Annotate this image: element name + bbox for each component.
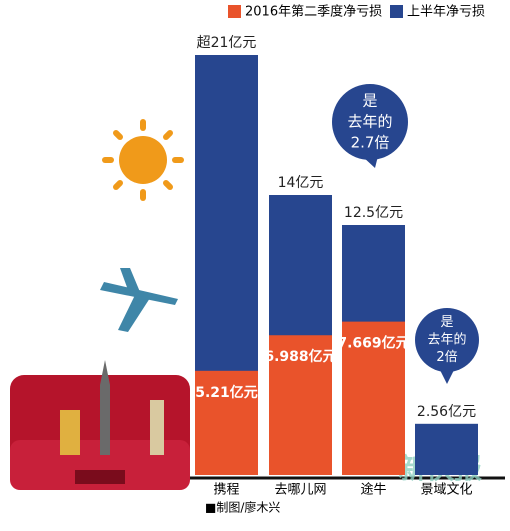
annotation: 是 xyxy=(440,315,453,330)
value-label: 14亿元 xyxy=(278,175,324,191)
bar xyxy=(195,370,258,475)
legend-label: 上半年净亏损 xyxy=(407,5,485,20)
annotation: 2倍 xyxy=(436,350,457,365)
annotation: 去年的 xyxy=(347,113,392,131)
legend-label: 2016年第二季度净亏损 xyxy=(245,4,382,20)
x-tick-label: 景域文化 xyxy=(420,483,472,498)
value-label: 6.988亿元 xyxy=(264,348,336,365)
annotation: 是 xyxy=(362,92,377,110)
bar xyxy=(342,321,405,475)
value-label: 7.669亿元 xyxy=(337,335,409,352)
annotation-bubble xyxy=(415,308,479,372)
suitcase xyxy=(10,360,190,490)
x-tick-label: 去哪儿网 xyxy=(274,483,326,498)
value-label: 5.21亿元 xyxy=(195,384,258,401)
x-tick-label: 携程 xyxy=(213,482,239,498)
sun xyxy=(102,119,184,201)
annotation-bubble xyxy=(332,84,408,160)
annotation: 去年的 xyxy=(427,332,466,348)
x-tick-label: 途牛 xyxy=(360,482,386,498)
value-label: 12.5亿元 xyxy=(344,205,403,221)
legend-swatch xyxy=(390,5,403,18)
legend-swatch xyxy=(228,5,241,18)
value-label: 2.56亿元 xyxy=(417,404,476,420)
annotation-pointer xyxy=(439,368,455,384)
annotation: 2.7倍 xyxy=(351,133,390,151)
airplane xyxy=(100,268,178,332)
bar xyxy=(415,423,478,475)
bar xyxy=(269,335,332,475)
value-label: 超21亿元 xyxy=(197,35,257,51)
source: ■制图/廖木兴 xyxy=(205,500,280,515)
